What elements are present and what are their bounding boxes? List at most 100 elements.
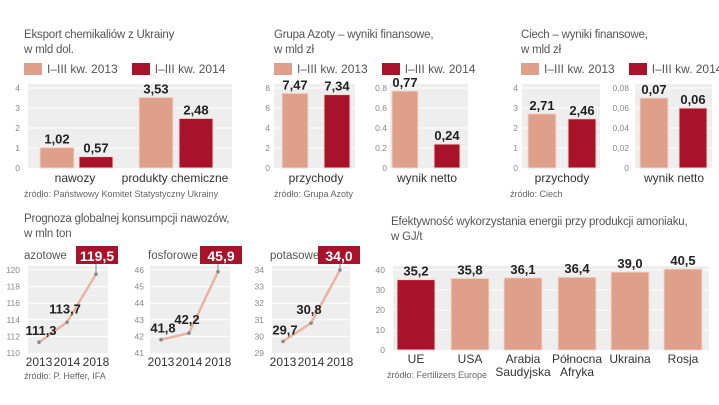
prognoza-title-text: Prognoza globalnej konsumpcji nawozów, [24,213,230,225]
ciech-revenue-ytick-label: 1 [513,143,518,153]
prognoza-azotowe-highlight-box [76,246,118,264]
azoty-net-ytick-label: 0.4 [375,123,387,133]
ciech-revenue-ytick-label: 3 [513,103,518,113]
energia-bar-label: 36,4 [564,261,590,276]
prognoza-fosforowe-ytick-label: 45 [135,282,145,292]
energia-bar [610,271,650,351]
energia-category-label: Saudyjska [495,365,551,379]
energia-category-label: UE [408,352,425,366]
prognoza-azotowe-xtick-label: 2013 [26,355,53,369]
ciech-net-ytick-label: 0 [624,163,629,173]
legend-swatch-2013 [274,63,292,75]
azoty-net-ytick-label: 0.2 [375,143,387,153]
prognoza-fosforowe-ytick-label: 46 [135,265,145,275]
export-category-label: produkty chemiczne [122,171,229,185]
energia-bar [663,268,703,351]
prognoza-fosforowe-ytick-label: 43 [135,315,145,325]
prognoza-azotowe-point [94,272,98,276]
legend-label-2013: I–III kw. 2013 [544,62,615,76]
azoty-source: źródło: Grupa Azoty [274,189,354,199]
prognoza-potasowe-point-label: 30,8 [296,302,321,317]
ciech-net-bar-label: 0,07 [641,82,666,97]
prognoza-azotowe-point [37,340,41,345]
export-bar-label: 1,02 [44,132,69,147]
energia-bar [396,279,436,351]
prognoza-azotowe-series-name: azotowe [24,250,67,262]
prognoza-fosforowe-point [159,337,163,342]
energia-title-text: Efektywność wykorzystania energii przy p… [391,216,688,228]
ciech-net-ytick-label: 0,04 [612,123,629,133]
ciech-revenue-ytick-label: 0 [513,163,518,173]
legend-label-2014: I–III kw. 2014 [651,62,719,76]
energia-category-label: Afryka [560,365,594,379]
azoty-subtitle: w mld zł [274,44,314,56]
ciech-net-bar [639,97,669,169]
ciech-legend: I–III kw. 2013 I–III kw. 2014 [521,62,719,76]
azoty-net-bar [391,90,419,169]
prognoza-potasowe-plot-bg [272,266,350,353]
azoty-revenue-ytick-label: 8 [265,83,270,93]
ciech-net-bar-label: 0,06 [680,92,705,107]
energia-category-label: Arabia [506,352,541,366]
ciech-revenue-bar-label: 2,46 [569,103,594,118]
energia-subtitle: w GJ/t [391,231,423,243]
ciech-net-ytick-label: 0,08 [612,83,629,93]
prognoza-potasowe-ytick-label: 31 [255,315,265,325]
energia-ytick-label: 10 [376,325,386,335]
azoty-chart: 0 2 4 6 8 7,47 7,34 przychody 0 0.2 0.4 0.6 0.8 0,77 0… [265,75,468,185]
energia-bar-label: 40,5 [670,253,695,268]
prognoza-fosforowe-series-name: fosforowe [148,250,198,262]
energia-bar [450,277,490,351]
ciech-net-ytick-label: 0,06 [612,103,629,113]
prognoza-azotowe-ytick-label: 120 [6,265,20,275]
legend-item-2014: I–III kw. 2014 [628,62,719,76]
azoty-revenue-bar [281,92,309,169]
prognoza-potasowe-highlight-label: 34,0 [325,248,352,264]
prognoza-chart: 110 112 114 116 118 120 azotowe 111,3 113,7 119,5… [6,246,360,369]
prognoza-potasowe-ytick-label: 32 [255,298,265,308]
ciech-title-text: Ciech – wyniki finansowe, [521,29,648,41]
energia-bar-label: 39,0 [617,256,642,271]
prognoza-fosforowe-xtick-label: 2018 [205,355,232,369]
energia-bar-label: 36,1 [510,262,535,277]
prognoza-azotowe-point-label: 113,7 [49,301,81,316]
export-title: Eksport chemikaliów z Ukrainy w mld dol. [24,28,174,58]
prognoza-azotowe-ytick-label: 116 [6,298,20,308]
ciech-revenue-ytick-label: 4 [513,83,518,93]
prognoza-fosforowe-point [216,269,220,274]
azoty-revenue-bar [323,94,351,169]
export-title-text: Eksport chemikaliów z Ukrainy [24,29,175,41]
prognoza-potasowe-ytick-label: 30 [255,331,265,341]
export-ytick-label: 0 [15,163,20,173]
energia-ytick-label: 20 [376,305,386,315]
prognoza-azotowe-point-label: 111,3 [25,323,56,338]
legend-label-2014: I–III kw. 2014 [404,62,476,76]
ciech-chart: 0 1 2 3 4 2,71 2,46 przychody 0 0,02 0,04 0,06 0,08 0… [513,82,712,185]
prognoza-potasowe-ytick-label: 29 [255,348,265,358]
ciech-revenue-bar-label: 2,71 [529,98,554,113]
azoty-net-ytick-label: 0 [382,163,387,173]
azoty-legend: I–III kw. 2013 I–III kw. 2014 [274,62,489,76]
energia-bar [557,276,597,351]
legend-swatch-2013 [521,63,539,75]
prognoza-potasowe-xtick-label: 2018 [327,355,354,369]
legend-item-2014: I–III kw. 2014 [131,62,226,76]
export-source: źródło: Państwowy Komitet Statystyczny U… [24,189,219,199]
prognoza-subtitle: w mln ton [24,228,72,240]
prognoza-potasowe-xtick-label: 2013 [270,355,297,369]
legend-label-2013: I–III kw. 2013 [297,62,368,76]
prognoza-azotowe-highlight-label: 119,5 [80,248,114,264]
ciech-net-category-label: wynik netto [643,171,704,185]
prognoza-fosforowe-ytick-label: 44 [135,298,145,308]
export-ytick-label: 2 [15,123,20,133]
export-chart: 0 1 2 3 4 1,02 0,57 3,53 2,48 nawozy produkty chem… [15,81,232,185]
ciech-revenue-bar [527,113,557,169]
legend-item-2013: I–III kw. 2013 [521,62,615,76]
legend-label-2014: I–III kw. 2014 [154,62,226,76]
prognoza-potasowe-ytick-label: 34 [255,265,265,275]
prognoza-fosforowe-ytick-label: 41 [135,348,145,358]
energia-category-label: USA [458,352,483,366]
ciech-net-ytick-label: 0,02 [612,143,629,153]
export-bar [39,147,75,169]
